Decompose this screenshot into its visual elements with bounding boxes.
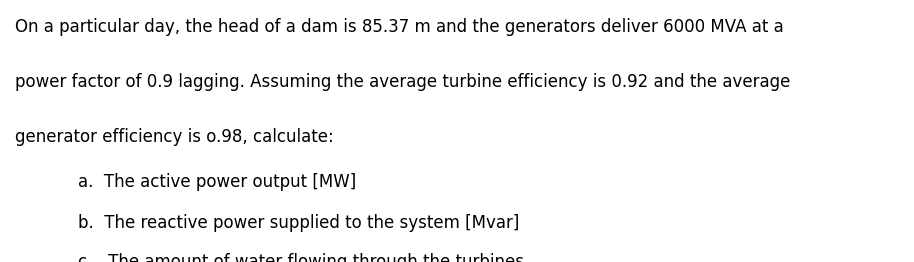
- Text: b.  The reactive power supplied to the system [Mvar]: b. The reactive power supplied to the sy…: [78, 214, 519, 232]
- Text: power factor of 0.9 lagging. Assuming the average turbine efficiency is 0.92 and: power factor of 0.9 lagging. Assuming th…: [15, 73, 790, 91]
- Text: On a particular day, the head of a dam is 85.37 m and the generators deliver 600: On a particular day, the head of a dam i…: [15, 18, 783, 36]
- Text: generator efficiency is o.98, calculate:: generator efficiency is o.98, calculate:: [15, 128, 334, 146]
- Text: a.  The active power output [MW]: a. The active power output [MW]: [78, 173, 356, 191]
- Text: c.   The amount of water flowing through the turbines.: c. The amount of water flowing through t…: [78, 253, 529, 262]
